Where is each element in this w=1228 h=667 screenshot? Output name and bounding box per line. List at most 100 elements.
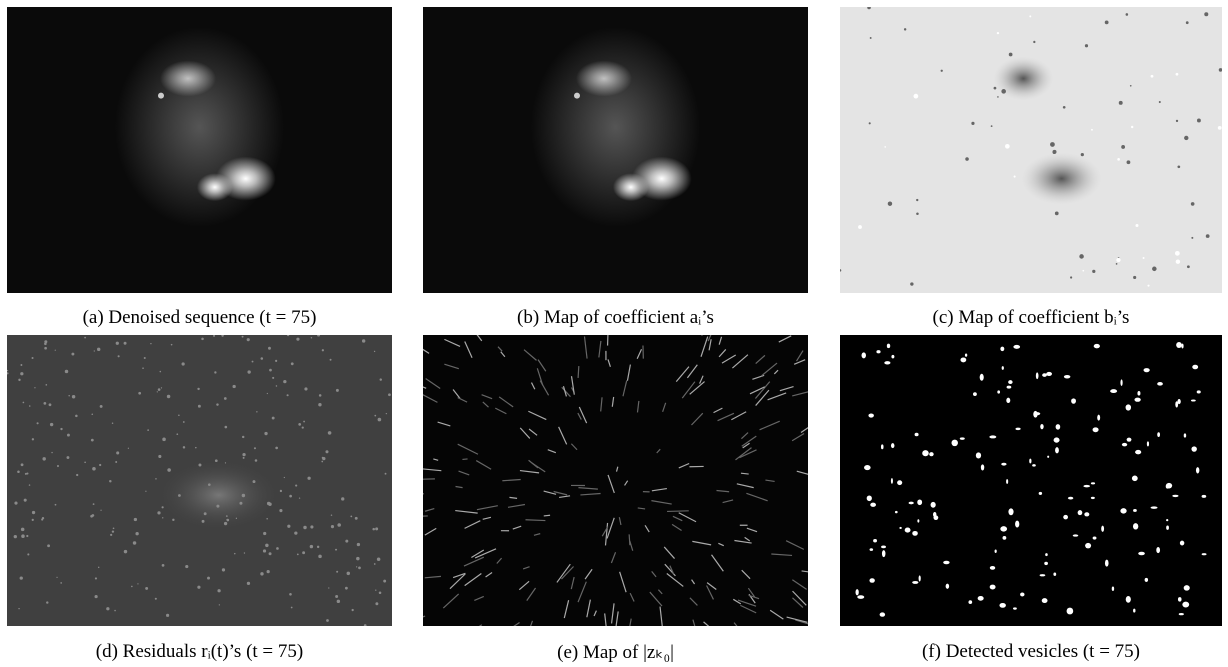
speck — [76, 474, 78, 476]
speck — [284, 477, 285, 478]
vesicle — [1202, 553, 1207, 555]
vesicle — [897, 480, 902, 485]
vesicle — [1071, 398, 1076, 403]
speck — [1001, 89, 1006, 94]
speck — [374, 415, 376, 417]
speck — [133, 541, 136, 544]
speck — [99, 464, 101, 466]
vesicle — [1196, 467, 1199, 473]
speck — [1105, 21, 1109, 25]
speck — [331, 514, 332, 515]
speck — [160, 371, 162, 373]
speck — [272, 377, 274, 379]
speck — [243, 457, 245, 459]
speck — [1159, 101, 1161, 103]
speck — [162, 438, 166, 442]
vesicle — [884, 361, 890, 364]
speck — [263, 532, 266, 535]
vesicle — [1120, 508, 1126, 513]
panel: (b) Map of coefficient aᵢ’s — [423, 7, 808, 293]
speck — [84, 337, 86, 339]
speck — [275, 447, 278, 450]
vesicle — [876, 350, 880, 353]
speck — [232, 385, 235, 388]
vesicle — [1134, 398, 1140, 402]
speck — [1131, 126, 1133, 128]
streak — [423, 516, 428, 517]
vesicle — [951, 440, 957, 447]
caption: (e) Map of |zₖ₀| — [423, 641, 808, 664]
vesicle — [1112, 586, 1114, 590]
speck — [167, 468, 171, 472]
vesicle — [965, 353, 967, 356]
speck — [32, 511, 35, 514]
speck — [298, 423, 301, 426]
vesicle — [990, 585, 996, 590]
speck — [144, 357, 146, 359]
speck — [279, 509, 282, 512]
speck — [93, 503, 95, 505]
speck — [32, 438, 34, 440]
caption: (f) Detected vesicles (t = 75) — [840, 641, 1222, 663]
speck — [283, 380, 286, 383]
speck — [345, 540, 348, 543]
vesicle — [1063, 515, 1068, 520]
vesicle — [891, 443, 894, 448]
speck — [971, 122, 974, 125]
speck — [336, 571, 338, 573]
vesicle — [976, 452, 981, 458]
vesicle — [1006, 398, 1010, 403]
panel: (f) Detected vesicles (t = 75) — [840, 335, 1222, 626]
speck — [386, 413, 387, 414]
speck — [303, 421, 305, 423]
speck — [41, 518, 43, 520]
speck — [256, 411, 257, 412]
speck — [197, 388, 199, 390]
speck — [1079, 254, 1084, 259]
streak — [544, 515, 550, 516]
streak — [525, 520, 545, 521]
vesicle — [870, 548, 874, 551]
speck — [1091, 129, 1093, 131]
speck — [267, 502, 270, 505]
vesicle — [1073, 534, 1079, 536]
vesicle — [1132, 476, 1138, 482]
vesicle — [1006, 479, 1008, 484]
speck — [380, 378, 382, 380]
image-bg — [840, 7, 1222, 293]
speck — [362, 339, 365, 342]
speck — [27, 553, 29, 555]
speck — [219, 604, 220, 605]
speck — [355, 517, 358, 520]
vesicle — [1085, 543, 1091, 548]
vesicle — [909, 502, 914, 505]
vesicle — [1083, 485, 1090, 488]
speck — [1116, 258, 1120, 262]
speck — [341, 497, 344, 500]
speck — [331, 525, 334, 528]
speck — [225, 462, 226, 463]
speck — [242, 336, 244, 338]
speck — [162, 564, 165, 567]
speck — [155, 478, 156, 479]
speck — [916, 212, 919, 215]
speck — [377, 557, 381, 561]
speck — [289, 495, 292, 498]
speck — [352, 609, 354, 611]
vesicle — [1126, 404, 1131, 410]
streak — [462, 459, 467, 460]
speck — [21, 534, 25, 538]
speck — [1009, 53, 1013, 57]
speck — [55, 350, 56, 351]
speck — [224, 426, 227, 429]
speck — [90, 515, 93, 518]
vesicle — [912, 581, 918, 584]
vesicle — [1097, 415, 1100, 421]
speck — [1005, 144, 1010, 149]
speck — [128, 448, 129, 449]
speck — [207, 577, 210, 580]
speck — [310, 545, 313, 548]
speck — [326, 619, 329, 622]
vesicle — [881, 546, 886, 549]
speck — [317, 546, 319, 548]
